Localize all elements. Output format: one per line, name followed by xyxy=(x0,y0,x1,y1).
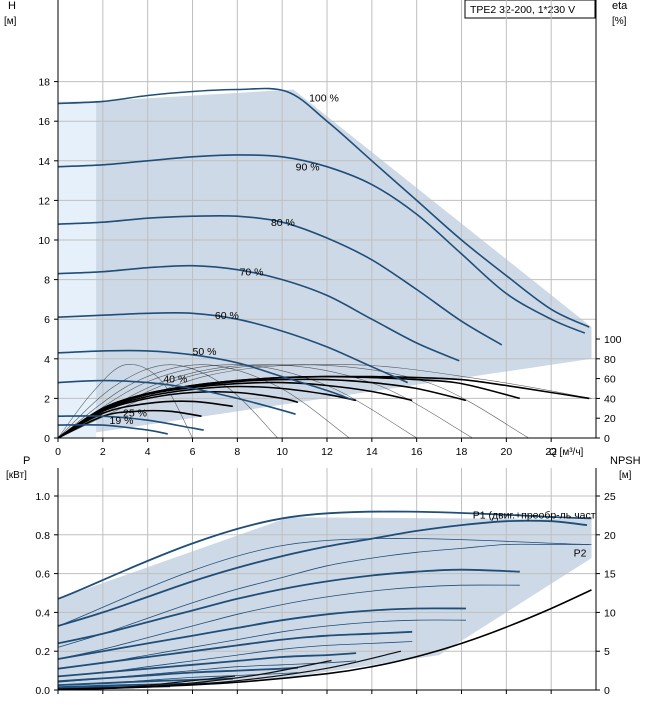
p1-curve-1 xyxy=(58,568,520,645)
p2-envelope xyxy=(58,538,592,627)
power-y-name: P xyxy=(23,455,30,467)
qh-curve-label-3: 70 % xyxy=(240,267,264,279)
power-curve-label-0: P1 (двиг.+преобр-ль частоты) xyxy=(473,509,617,521)
p1-curve-3 xyxy=(58,630,413,670)
qh-curve-label-8: 19 % xyxy=(110,415,134,427)
power-y2-tick-label: 15 xyxy=(604,569,616,581)
p1-curve-0 xyxy=(58,519,588,627)
p1-curve-5 xyxy=(58,666,298,683)
power-y-unit: [кВт] xyxy=(6,470,27,481)
power-y-tick-label: 0.2 xyxy=(35,646,50,658)
p1-curve-4 xyxy=(58,652,357,678)
qh-curve-label-4: 60 % xyxy=(215,310,239,322)
qh-y-name: H xyxy=(8,0,16,12)
pump-model-box: TPE2 32-200, 1*230 V xyxy=(464,0,596,19)
qh-eta-thin-curve-2 xyxy=(58,364,350,438)
power-y-tick-label: 1.0 xyxy=(35,491,50,503)
qh-operating-area xyxy=(58,89,592,438)
power-y2-unit: [м] xyxy=(619,470,632,481)
qh-min-flow-area xyxy=(58,101,97,438)
qh-y-tick-label: 10 xyxy=(38,235,50,247)
power-y-tick-label: 0.8 xyxy=(35,530,50,542)
qh-head-curve-7 xyxy=(58,415,204,431)
power-y2-tick-label: 5 xyxy=(604,646,610,658)
qh-x-tick-label: 8 xyxy=(234,446,240,458)
qh-y-tick-label: 6 xyxy=(44,314,50,326)
qh-x-tick-label: 4 xyxy=(145,446,151,458)
power-operating-area xyxy=(58,517,592,690)
qh-curve-label-1: 90 % xyxy=(296,162,320,174)
qh-curve-label-5: 50 % xyxy=(193,346,217,358)
power-y2-name: NPSH xyxy=(610,455,641,467)
p2-curve-1 xyxy=(58,584,520,660)
qh-y2-tick-label: 80 xyxy=(604,354,616,366)
qh-y-tick-label: 16 xyxy=(38,116,50,128)
qh-eta-curve-4 xyxy=(58,385,357,438)
power-y-tick-label: 0.0 xyxy=(35,685,50,697)
qh-head-curve-4 xyxy=(58,311,409,384)
qh-x-tick-label: 16 xyxy=(411,446,423,458)
power-y2-tick-label: 20 xyxy=(604,530,616,542)
qh-eta-thin-curve-1 xyxy=(58,364,278,438)
power-y2-tick-label: 10 xyxy=(604,607,616,619)
qh-y-tick-label: 4 xyxy=(44,354,50,366)
qh-y2-tick-label: 40 xyxy=(604,393,616,405)
qh-y-tick-label: 18 xyxy=(38,77,50,89)
qh-y-unit: [м] xyxy=(4,16,17,27)
qh-y-tick-label: 14 xyxy=(38,156,50,168)
qh-y2-tick-label: 20 xyxy=(604,413,616,425)
qh-x-tick-label: 14 xyxy=(366,446,378,458)
qh-head-curve-2 xyxy=(58,214,503,346)
power-y-tick-label: 0.4 xyxy=(35,607,50,619)
qh-y-tick-label: 8 xyxy=(44,275,50,287)
qh-x-tick-label: 6 xyxy=(190,446,196,458)
npsh-curve xyxy=(58,589,592,690)
qh-x-tick-label: 0 xyxy=(55,446,61,458)
power-y-tick-label: 0.6 xyxy=(35,569,50,581)
qh-head-curve-3 xyxy=(58,264,460,362)
qh-x-tick-label: 10 xyxy=(276,446,288,458)
qh-x-tick-label: 22 xyxy=(545,446,557,458)
qh-y2-tick-label: 100 xyxy=(604,334,622,346)
p1-envelope xyxy=(58,510,592,600)
qh-eta-curve-5 xyxy=(58,390,299,438)
qh-eta-thin-curve-3 xyxy=(58,364,417,438)
qh-eta-curve-1 xyxy=(58,375,520,438)
qh-eta-curve-3 xyxy=(58,381,413,438)
p1-curve-2 xyxy=(58,607,467,660)
qh-y2-name: eta xyxy=(612,0,628,12)
qh-eta-curve-6 xyxy=(58,400,233,438)
qh-x-tick-label: 2 xyxy=(100,446,106,458)
pump-model-label: TPE2 32-200, 1*230 V xyxy=(470,4,575,16)
qh-x-unit: Q [м³/ч] xyxy=(549,447,584,458)
qh-head-curve-6 xyxy=(58,379,296,415)
power-y2-tick-label: 0 xyxy=(604,685,610,697)
qh-curve-label-0: 100 % xyxy=(309,92,339,104)
qh-eta-curve-7 xyxy=(58,409,202,438)
qh-y2-tick-label: 60 xyxy=(604,374,616,386)
power-y2-tick-label: 25 xyxy=(604,491,616,503)
qh-curve-label-7: 25 % xyxy=(123,407,147,419)
qh-y-tick-label: 2 xyxy=(44,393,50,405)
qh-head-curve-8 xyxy=(58,423,168,435)
qh-y-tick-label: 0 xyxy=(44,433,50,445)
qh-y2-unit: [%] xyxy=(612,16,627,27)
qh-y-tick-label: 12 xyxy=(38,195,50,207)
p2-curve-0 xyxy=(58,543,590,648)
power-curve-label-1: P2 xyxy=(574,547,587,559)
qh-curve-label-2: 80 % xyxy=(271,217,295,229)
qh-head-curve-5 xyxy=(58,349,355,402)
qh-eta-thin-curve-0 xyxy=(58,363,193,438)
qh-head-curve-0 xyxy=(58,87,590,328)
qh-x-tick-label: 20 xyxy=(500,446,512,458)
qh-y2-tick-label: 0 xyxy=(604,433,610,445)
qh-x-tick-label: 18 xyxy=(456,446,468,458)
qh-curve-label-6: 40 % xyxy=(163,374,187,386)
qh-head-curve-1 xyxy=(58,154,586,334)
qh-x-tick-label: 12 xyxy=(321,446,333,458)
